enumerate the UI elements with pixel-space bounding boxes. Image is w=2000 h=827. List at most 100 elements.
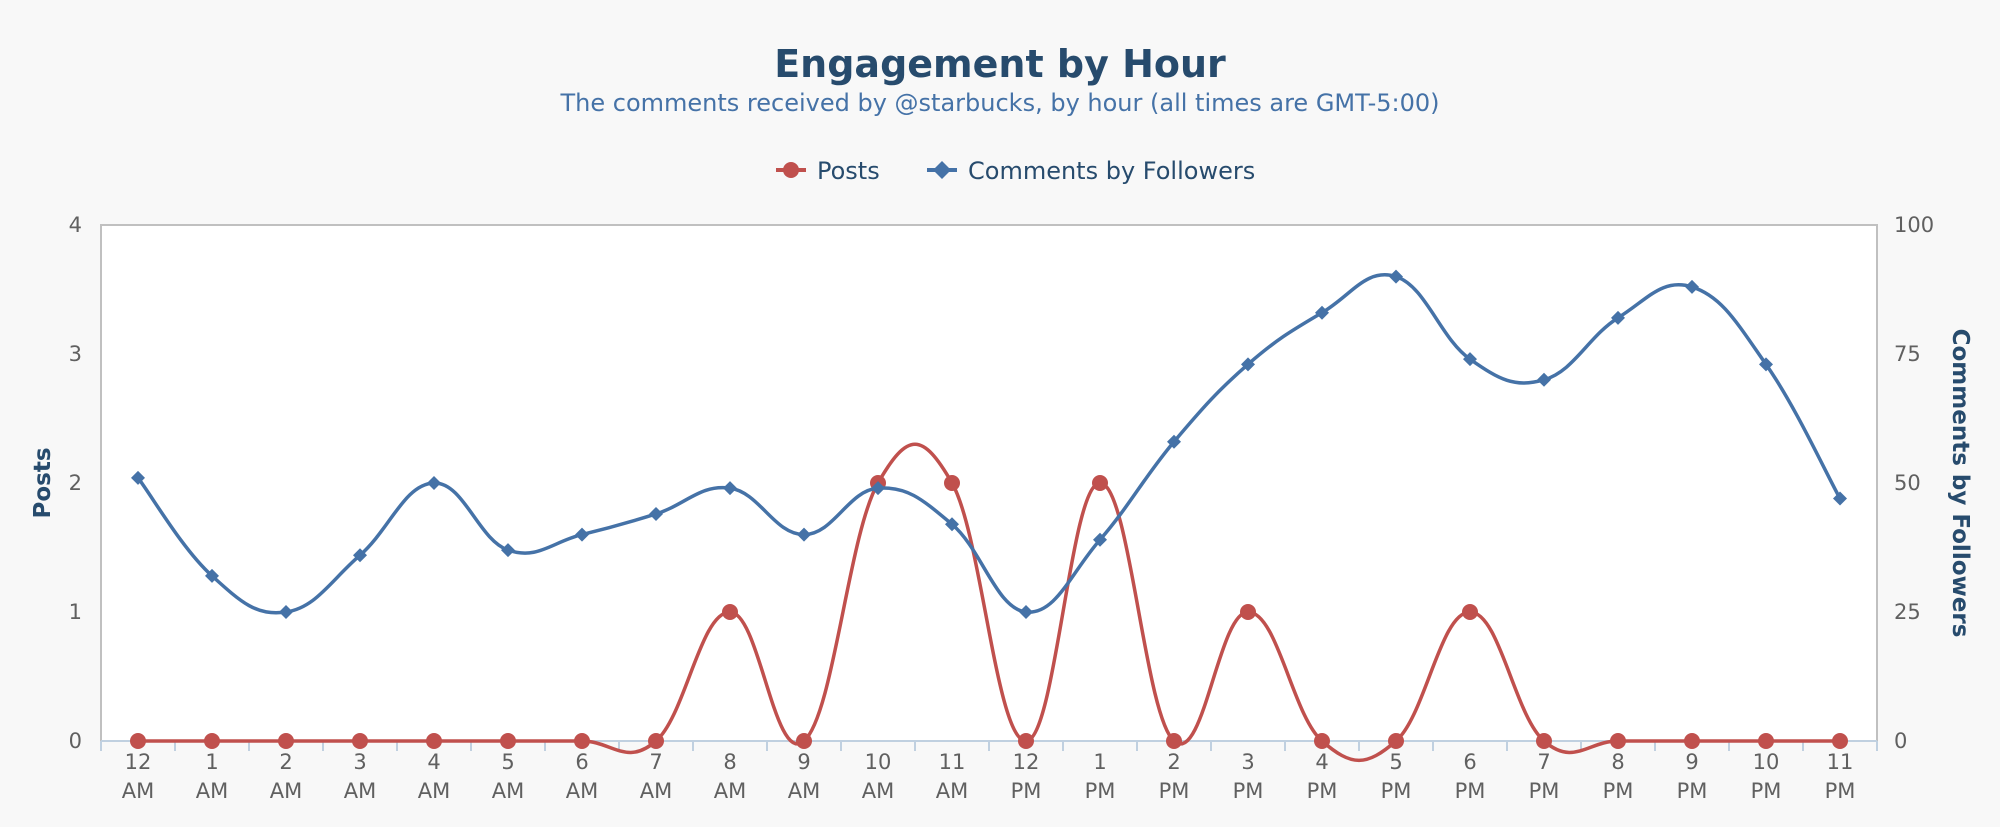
y-axis-right-title: Comments by Followers [1947, 329, 1973, 638]
data-point-comments[interactable] [1759, 357, 1773, 372]
x-tick-label-period: PM [1159, 779, 1190, 803]
y-left-tick-label: 3 [69, 342, 82, 366]
data-point-comments[interactable] [1833, 491, 1847, 506]
y-axis-right-labels: 0 25 50 75 100 [1894, 213, 1934, 753]
x-tick-label-hour: 6 [575, 750, 588, 774]
x-tick-label-period: AM [344, 779, 376, 803]
data-point-posts[interactable] [1166, 733, 1182, 749]
x-tick-label-hour: 10 [1753, 750, 1780, 774]
y-left-tick-label: 1 [69, 600, 82, 624]
x-tick-label-hour: 8 [723, 750, 736, 774]
data-point-comments[interactable] [1537, 372, 1551, 387]
data-point-posts[interactable] [1610, 733, 1626, 749]
legend-marker-comments [933, 161, 951, 179]
data-point-posts[interactable] [500, 733, 516, 749]
x-tick-label-period: AM [714, 779, 746, 803]
x-tick-label-period: AM [122, 779, 154, 803]
data-point-comments[interactable] [1167, 434, 1181, 449]
x-tick-label-period: PM [1307, 779, 1338, 803]
data-point-comments[interactable] [1315, 305, 1329, 320]
legend: Posts Comments by Followers [776, 157, 1255, 185]
x-tick-label-hour: 10 [865, 750, 892, 774]
legend-item-comments[interactable]: Comments by Followers [927, 157, 1255, 185]
data-point-posts[interactable] [1462, 604, 1478, 620]
data-point-comments[interactable] [501, 543, 515, 558]
data-point-posts[interactable] [130, 733, 146, 749]
data-point-posts[interactable] [648, 733, 664, 749]
data-point-posts[interactable] [722, 604, 738, 620]
x-tick-label-hour: 4 [427, 750, 440, 774]
y-left-tick-label: 2 [69, 471, 82, 495]
data-point-posts[interactable] [426, 733, 442, 749]
x-tick-label-hour: 7 [649, 750, 662, 774]
y-right-tick-label: 0 [1894, 729, 1907, 753]
data-point-posts[interactable] [278, 733, 294, 749]
x-tick-label-hour: 5 [1389, 750, 1402, 774]
data-point-comments[interactable] [279, 605, 293, 619]
x-tick-label-hour: 8 [1611, 750, 1624, 774]
data-point-posts[interactable] [1536, 733, 1552, 749]
data-point-comments[interactable] [427, 476, 441, 490]
data-point-posts[interactable] [1092, 475, 1108, 491]
data-point-comments[interactable] [945, 517, 959, 532]
x-tick-label-period: PM [1381, 779, 1412, 803]
x-tick-label-period: AM [788, 779, 820, 803]
data-point-posts[interactable] [352, 733, 368, 749]
data-point-posts[interactable] [1018, 733, 1034, 749]
x-tick-label-period: AM [270, 779, 302, 803]
x-tick-label-period: PM [1529, 779, 1560, 803]
x-tick-label-hour: 5 [501, 750, 514, 774]
data-point-comments[interactable] [575, 527, 589, 542]
plot-area [100, 224, 1878, 742]
data-point-comments[interactable] [353, 548, 367, 563]
data-point-comments[interactable] [1241, 357, 1255, 372]
x-tick-label-period: AM [936, 779, 968, 803]
data-point-comments[interactable] [1093, 532, 1107, 547]
data-point-comments[interactable] [797, 527, 811, 542]
data-point-comments[interactable] [1611, 310, 1625, 325]
data-point-comments[interactable] [131, 470, 145, 485]
x-tick-label-hour: 11 [939, 750, 966, 774]
x-tick-label-hour: 1 [1093, 750, 1106, 774]
x-tick-label-hour: 3 [1241, 750, 1254, 774]
y-left-tick-label: 4 [69, 213, 82, 237]
series-comments [131, 269, 1847, 619]
x-tick-label-period: AM [196, 779, 228, 803]
data-point-posts[interactable] [574, 733, 590, 749]
data-point-posts[interactable] [1832, 733, 1848, 749]
x-tick-label-period: PM [1455, 779, 1486, 803]
y-right-tick-label: 75 [1894, 342, 1921, 366]
data-point-posts[interactable] [204, 733, 220, 749]
chart-title: Engagement by Hour [774, 42, 1226, 86]
y-axis-left-title: Posts [30, 447, 56, 518]
x-tick-label-period: AM [566, 779, 598, 803]
data-point-comments[interactable] [723, 481, 737, 496]
data-point-comments[interactable] [1463, 352, 1477, 367]
x-tick-label-period: PM [1751, 779, 1782, 803]
legend-item-posts[interactable]: Posts [776, 157, 880, 185]
x-tick-label-period: PM [1011, 779, 1042, 803]
data-point-comments[interactable] [1389, 269, 1403, 284]
chart-subtitle: The comments received by @starbucks, by … [559, 89, 1439, 117]
data-point-posts[interactable] [796, 733, 812, 749]
data-point-posts[interactable] [1240, 604, 1256, 620]
data-point-comments[interactable] [871, 481, 885, 496]
x-tick-label-hour: 4 [1315, 750, 1328, 774]
data-point-posts[interactable] [1314, 733, 1330, 749]
data-point-comments[interactable] [1019, 605, 1033, 619]
data-point-comments[interactable] [1685, 279, 1699, 294]
x-tick-label-period: PM [1677, 779, 1708, 803]
x-tick-label-period: AM [640, 779, 672, 803]
series-layer [130, 269, 1848, 763]
data-point-posts[interactable] [1684, 733, 1700, 749]
x-tick-label-hour: 3 [353, 750, 366, 774]
data-point-posts[interactable] [1758, 733, 1774, 749]
x-tick-label-period: AM [492, 779, 524, 803]
data-point-comments[interactable] [649, 506, 663, 521]
data-point-posts[interactable] [1388, 733, 1404, 749]
data-point-posts[interactable] [944, 475, 960, 491]
data-point-comments[interactable] [205, 568, 219, 583]
x-tick-label-hour: 7 [1537, 750, 1550, 774]
